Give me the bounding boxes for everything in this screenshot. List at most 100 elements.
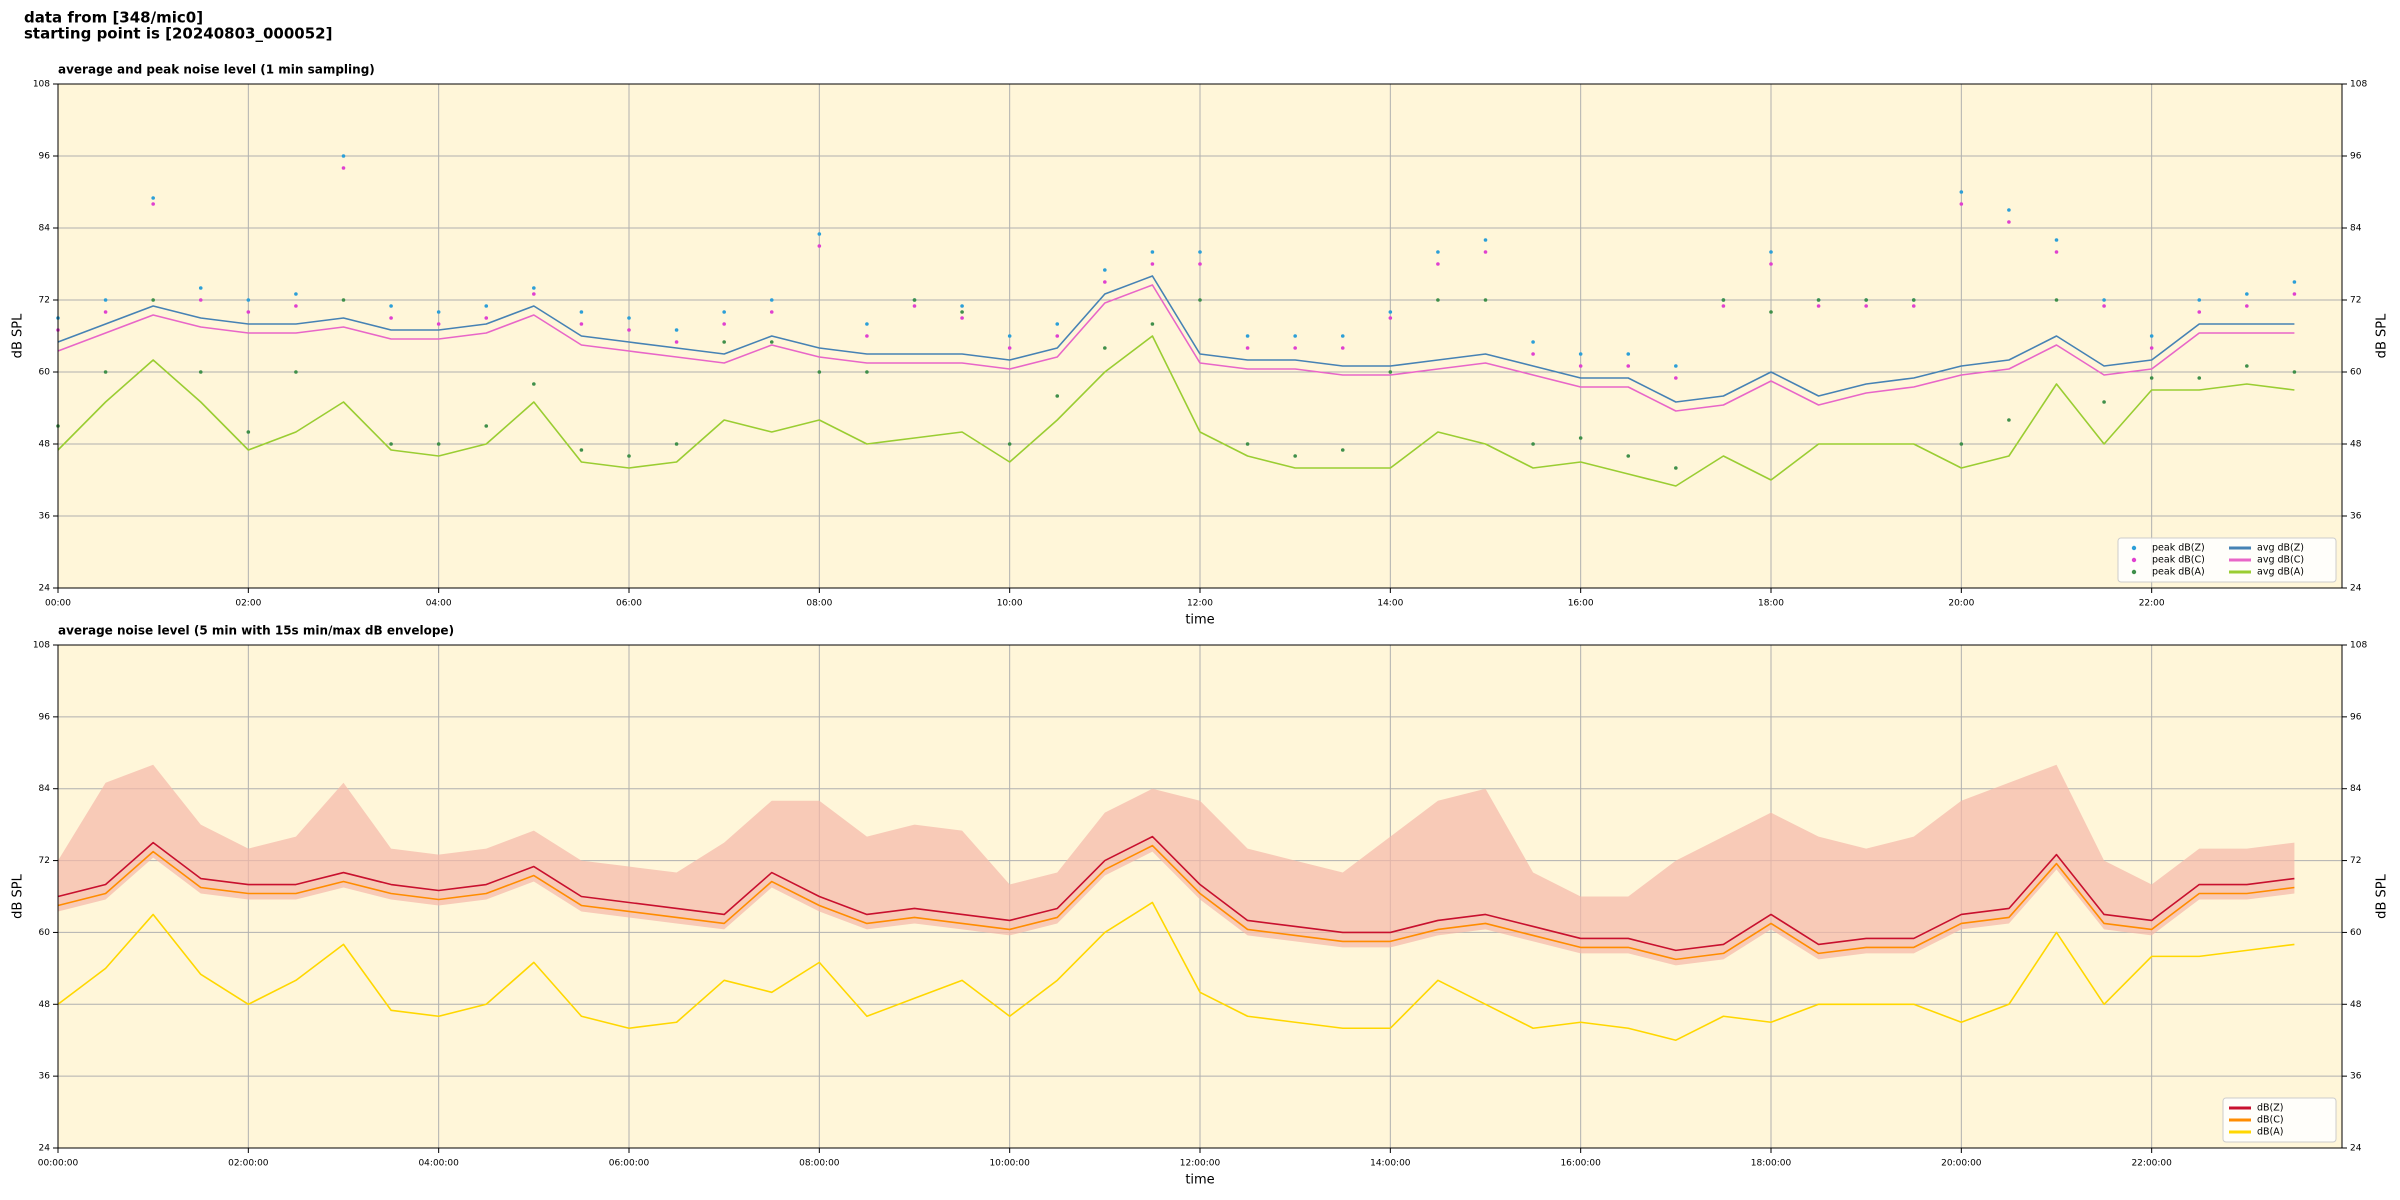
peak-marker: [1245, 346, 1250, 350]
peak-marker: [1103, 280, 1107, 284]
legend-label: avg dB(C): [2257, 555, 2304, 566]
chart-title: average and peak noise level (1 min samp…: [58, 63, 375, 77]
peak-marker: [579, 448, 584, 452]
peak-marker: [532, 286, 536, 290]
peak-marker: [1340, 448, 1345, 452]
peak-marker: [2292, 370, 2297, 374]
peak-marker: [1436, 262, 1440, 266]
peak-marker: [1388, 310, 1393, 314]
peak-marker: [151, 202, 155, 206]
y-tick-label: 72: [39, 296, 50, 306]
y2-tick-label: 36: [2350, 1072, 2362, 1082]
peak-marker: [1150, 322, 1155, 326]
header-line: data from [348/mic0]: [24, 9, 203, 27]
y2-tick-label: 60: [2350, 368, 2362, 378]
legend-swatch: [2131, 545, 2137, 551]
peak-marker: [1007, 334, 1012, 338]
peak-marker: [436, 442, 441, 446]
y2-tick-label: 84: [2350, 784, 2362, 794]
y2-tick-label: 72: [2350, 296, 2361, 306]
peak-marker: [1245, 334, 1250, 338]
peak-marker: [389, 304, 393, 308]
y2-axis-label: dB SPL: [2375, 313, 2390, 358]
peak-marker: [1578, 352, 1583, 356]
x-tick-label: 18:00:00: [1751, 1159, 1792, 1169]
peak-marker: [246, 310, 251, 314]
peak-marker: [1626, 454, 1631, 458]
peak-marker: [2102, 304, 2106, 308]
peak-marker: [1483, 298, 1488, 302]
series-line: [57, 335, 2295, 487]
peak-marker: [1055, 322, 1060, 326]
y-tick-label: 24: [39, 584, 51, 594]
peak-marker: [2245, 364, 2249, 368]
peak-marker: [817, 370, 822, 374]
peak-marker: [2007, 418, 2011, 422]
peak-marker: [627, 316, 631, 320]
peak-marker: [1674, 466, 1678, 470]
x-axis-label: time: [1185, 613, 1214, 628]
y2-tick-label: 36: [2350, 512, 2362, 522]
legend-label: peak dB(Z): [2152, 543, 2205, 554]
peak-marker: [627, 328, 631, 332]
peak-marker: [2292, 292, 2297, 296]
peak-marker: [1911, 298, 1916, 302]
peak-marker: [1626, 352, 1631, 356]
peak-marker: [1103, 268, 1107, 272]
legend-box: [2222, 1097, 2337, 1143]
peak-marker: [2102, 298, 2106, 302]
peak-marker: [627, 454, 631, 458]
peak-marker: [722, 322, 726, 326]
x-tick-label: 16:00:00: [1560, 1159, 1601, 1169]
legend-label: peak dB(C): [2152, 555, 2205, 566]
y2-tick-label: 24: [2350, 1144, 2362, 1154]
peak-marker: [1340, 346, 1345, 350]
peak-marker: [1198, 262, 1202, 266]
peak-marker: [246, 430, 251, 434]
peak-marker: [1388, 316, 1393, 320]
series-line: [57, 275, 2295, 403]
peak-marker: [960, 310, 964, 314]
peak-marker: [1293, 334, 1297, 338]
peak-marker: [436, 310, 441, 314]
y-tick-label: 48: [39, 440, 51, 450]
peak-marker: [341, 154, 346, 158]
y2-tick-label: 96: [2350, 712, 2362, 722]
legend-label: dB(A): [2257, 1127, 2283, 1138]
x-axis-label: time: [1185, 1173, 1214, 1188]
peak-marker: [960, 316, 964, 320]
y2-tick-label: 48: [2350, 1000, 2362, 1010]
peak-marker: [198, 286, 203, 290]
peak-marker: [2054, 250, 2059, 254]
peak-marker: [1816, 298, 1821, 302]
y-tick-label: 60: [39, 928, 51, 938]
peak-marker: [103, 370, 108, 374]
peak-marker: [1674, 364, 1678, 368]
peak-marker: [151, 196, 155, 200]
peak-marker: [1055, 394, 1060, 398]
peak-marker: [912, 304, 917, 308]
y2-tick-label: 72: [2350, 856, 2361, 866]
peak-marker: [674, 328, 679, 332]
peak-marker: [817, 244, 822, 248]
peak-marker: [2245, 292, 2249, 296]
peak-marker: [294, 292, 298, 296]
x-tick-label: 12:00:00: [1180, 1159, 1221, 1169]
y-tick-label: 36: [39, 1072, 51, 1082]
peak-marker: [1959, 202, 1964, 206]
y-axis-label: dB SPL: [11, 873, 26, 918]
legend-box: [2117, 537, 2337, 583]
peak-marker: [865, 322, 869, 326]
peak-marker: [2149, 376, 2154, 380]
peak-marker: [2197, 298, 2202, 302]
y-tick-label: 96: [39, 712, 51, 722]
peak-marker: [1959, 442, 1964, 446]
y2-axis-label: dB SPL: [2375, 873, 2390, 918]
x-tick-label: 04:00:00: [418, 1159, 459, 1169]
peak-marker: [1388, 370, 1393, 374]
peak-marker: [1293, 346, 1297, 350]
chart-title: average noise level (5 min with 15s min/…: [58, 624, 454, 638]
peak-marker: [1769, 250, 1773, 254]
y2-tick-label: 96: [2350, 152, 2362, 162]
peak-marker: [1245, 442, 1250, 446]
